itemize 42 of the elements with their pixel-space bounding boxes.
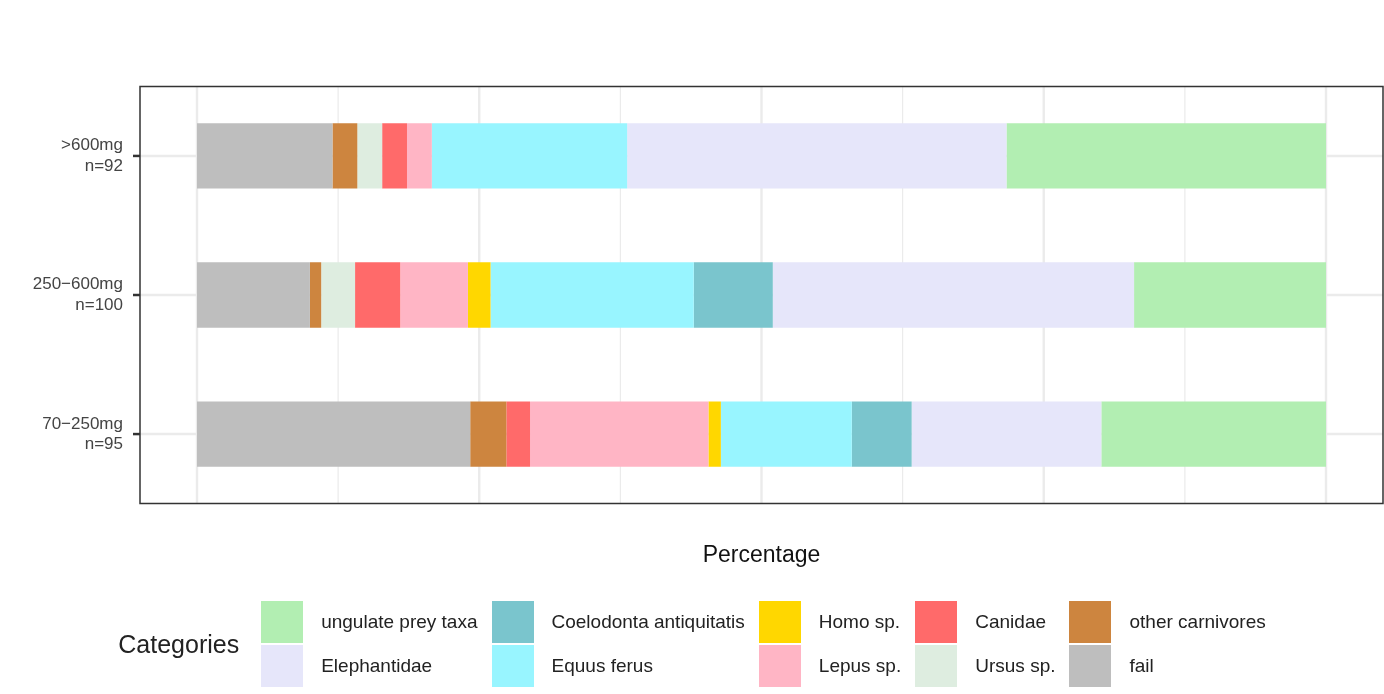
bar — [467, 262, 491, 328]
bar — [911, 401, 1102, 467]
bar — [406, 123, 432, 189]
bar — [197, 401, 471, 467]
x-axis-title: Percentage — [702, 540, 821, 567]
bar — [197, 123, 333, 189]
bar — [772, 262, 1135, 328]
bar — [197, 262, 310, 328]
legend-label: Lepus sp. — [818, 655, 902, 677]
bar — [708, 401, 721, 467]
legend-label: Canidae — [975, 611, 1047, 633]
legend-label: Homo sp. — [818, 611, 901, 633]
legend-label: Coelodonta antiquitatis — [551, 611, 745, 633]
legend-label: Equus ferus — [551, 655, 653, 677]
bar — [470, 401, 507, 467]
bar — [506, 401, 531, 467]
bar — [693, 262, 773, 328]
bar — [851, 401, 912, 467]
legend-title: Categories — [118, 629, 240, 659]
legend-label: Ursus sp. — [975, 655, 1056, 677]
legend-label: fail — [1129, 655, 1154, 677]
bar — [490, 262, 694, 328]
legend-label: Elephantidae — [321, 655, 433, 677]
bar — [1134, 262, 1326, 328]
bar — [309, 262, 322, 328]
y-tick-label: 70−250mg n=95 — [42, 413, 123, 453]
bar — [627, 123, 1007, 189]
bar — [357, 123, 383, 189]
legend-label: other carnivores — [1129, 611, 1266, 633]
bar — [1101, 401, 1326, 467]
bar — [382, 123, 407, 189]
bar — [530, 401, 709, 467]
bar — [431, 123, 628, 189]
bar — [321, 262, 356, 328]
bar — [400, 262, 468, 328]
bar — [332, 123, 358, 189]
y-tick-label: 250−600mg n=100 — [32, 274, 123, 314]
legend-label: ungulate prey taxa — [321, 611, 478, 633]
bar — [1006, 123, 1326, 189]
bar — [355, 262, 401, 328]
y-tick-label: >600mg n=92 — [61, 135, 123, 175]
bar — [720, 401, 852, 467]
